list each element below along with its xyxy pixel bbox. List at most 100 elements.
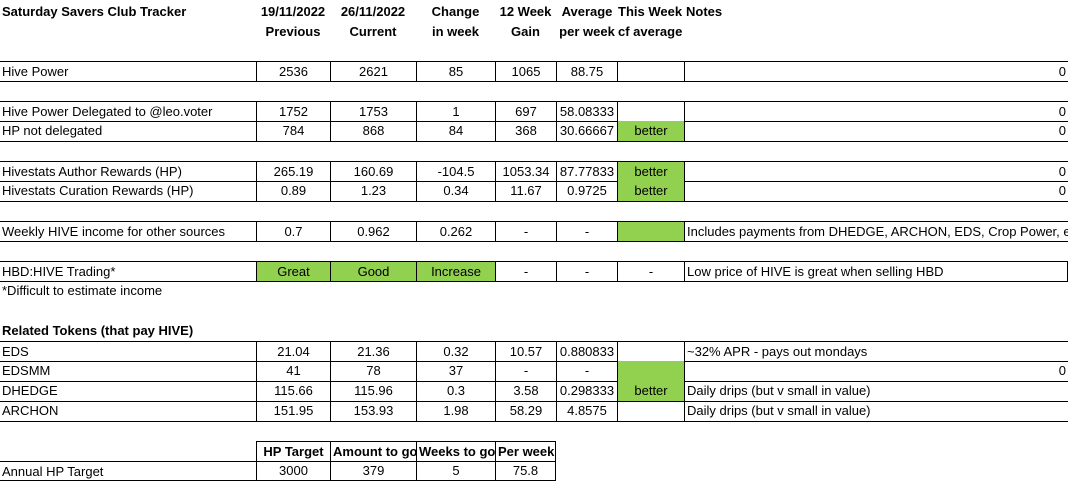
cell-curr[interactable]: 21.36 bbox=[330, 341, 416, 362]
cell-gain[interactable]: 368 bbox=[495, 121, 556, 142]
cell-tail[interactable] bbox=[984, 401, 1068, 422]
header-cf-average[interactable]: cf average bbox=[618, 24, 683, 39]
row-label-hp-delegated[interactable]: Hive Power Delegated to @leo.voter bbox=[0, 101, 256, 122]
cell-notes[interactable] bbox=[684, 181, 984, 202]
cell-change[interactable]: 37 bbox=[416, 361, 495, 382]
cell-cf-better[interactable]: better bbox=[617, 161, 684, 182]
cell-notes[interactable] bbox=[684, 101, 984, 122]
cell-notes[interactable] bbox=[684, 121, 984, 142]
cell-tail[interactable] bbox=[984, 381, 1068, 402]
cell-cf[interactable] bbox=[617, 401, 684, 422]
cell-gain[interactable]: - bbox=[495, 221, 556, 242]
cell-cf-better[interactable]: better bbox=[617, 121, 684, 142]
cell-prev[interactable]: 115.66 bbox=[256, 381, 330, 402]
cell-prev[interactable]: 21.04 bbox=[256, 341, 330, 362]
cell-avg[interactable]: 88.75 bbox=[556, 61, 617, 82]
cell-change[interactable]: 1 bbox=[416, 101, 495, 122]
row-label-hbd-trading[interactable]: HBD:HIVE Trading* bbox=[0, 261, 256, 282]
cell-cf[interactable] bbox=[617, 61, 684, 82]
header-gain[interactable]: 12 Week bbox=[499, 4, 552, 19]
cell-avg[interactable]: 0.298333 bbox=[556, 381, 617, 402]
cell-prev[interactable]: 1752 bbox=[256, 101, 330, 122]
row-label-edsmm[interactable]: EDSMM bbox=[0, 361, 256, 382]
cell-cf-highlight[interactable] bbox=[617, 361, 684, 382]
cell-gain[interactable]: 1053.34 bbox=[495, 161, 556, 182]
cell-curr[interactable]: 1.23 bbox=[330, 181, 416, 202]
cell-per-week[interactable]: 75.8 bbox=[495, 461, 556, 481]
header-in-week[interactable]: in week bbox=[432, 24, 479, 39]
cell-change[interactable]: 0.3 bbox=[416, 381, 495, 402]
row-label-eds[interactable]: EDS bbox=[0, 341, 256, 362]
cell-cf-better[interactable]: better bbox=[617, 181, 684, 202]
cell-change[interactable]: 85 bbox=[416, 61, 495, 82]
header-curr-date[interactable]: 26/11/2022 bbox=[340, 4, 406, 19]
cell-curr[interactable]: 78 bbox=[330, 361, 416, 382]
cell-change[interactable]: 0.34 bbox=[416, 181, 495, 202]
header-prev-date[interactable]: 19/11/2022 bbox=[260, 4, 326, 19]
cell-change[interactable]: 84 bbox=[416, 121, 495, 142]
cell-prev[interactable]: 0.89 bbox=[256, 181, 330, 202]
tracker-title[interactable]: Saturday Savers Club Tracker bbox=[2, 4, 187, 19]
cell-curr[interactable]: 868 bbox=[330, 121, 416, 142]
cell-curr[interactable]: 153.93 bbox=[330, 401, 416, 422]
cell-tail[interactable]: 0 bbox=[984, 161, 1068, 182]
header-change[interactable]: Change bbox=[431, 4, 480, 19]
row-label-archon[interactable]: ARCHON bbox=[0, 401, 256, 422]
cell-tail[interactable]: 0 bbox=[984, 361, 1068, 382]
cell-tail[interactable]: 0 bbox=[984, 61, 1068, 82]
cell-cf-better[interactable]: better bbox=[617, 381, 684, 402]
cell-avg[interactable]: - bbox=[556, 261, 617, 282]
target-header-hp-target[interactable]: HP Target bbox=[256, 441, 330, 462]
row-label-curation-rewards[interactable]: Hivestats Curation Rewards (HP) bbox=[0, 181, 256, 202]
cell-change-highlight[interactable]: Increase bbox=[416, 261, 495, 282]
cell-cf[interactable] bbox=[617, 341, 684, 362]
cell-prev[interactable]: 265.19 bbox=[256, 161, 330, 182]
cell-prev[interactable]: 784 bbox=[256, 121, 330, 142]
cell-avg[interactable]: - bbox=[556, 361, 617, 382]
cell-gain[interactable]: 3.58 bbox=[495, 381, 556, 402]
cell-change[interactable]: 0.262 bbox=[416, 221, 495, 242]
row-label-annual-hp-target[interactable]: Annual HP Target bbox=[0, 461, 256, 481]
cell-change[interactable]: 0.32 bbox=[416, 341, 495, 362]
section-heading-related-tokens[interactable]: Related Tokens (that pay HIVE) bbox=[2, 323, 194, 338]
cell-cf[interactable]: - bbox=[617, 261, 684, 282]
cell-prev[interactable]: 0.7 bbox=[256, 221, 330, 242]
cell-curr[interactable]: 2621 bbox=[330, 61, 416, 82]
cell-change[interactable]: -104.5 bbox=[416, 161, 495, 182]
cell-prev[interactable]: 2536 bbox=[256, 61, 330, 82]
header-gain-2[interactable]: Gain bbox=[511, 24, 540, 39]
cell-curr[interactable]: 160.69 bbox=[330, 161, 416, 182]
target-header-amount[interactable]: Amount to go bbox=[330, 441, 417, 462]
cell-gain[interactable]: 1065 bbox=[495, 61, 556, 82]
header-per-week[interactable]: per week bbox=[559, 24, 615, 39]
cell-avg[interactable]: 0.880833 bbox=[556, 341, 617, 362]
row-label-dhedge[interactable]: DHEDGE bbox=[0, 381, 256, 402]
cell-curr-highlight[interactable]: Good bbox=[330, 261, 416, 282]
header-previous[interactable]: Previous bbox=[265, 24, 321, 39]
row-label-author-rewards[interactable]: Hivestats Author Rewards (HP) bbox=[0, 161, 256, 182]
cell-tail[interactable] bbox=[984, 341, 1068, 362]
cell-tail[interactable]: 0 bbox=[984, 181, 1068, 202]
header-notes[interactable]: Notes bbox=[686, 4, 723, 19]
cell-notes[interactable] bbox=[684, 61, 984, 82]
cell-avg[interactable]: 58.08333 bbox=[556, 101, 617, 122]
row-label-hive-power[interactable]: Hive Power bbox=[0, 61, 256, 82]
cell-curr[interactable]: 115.96 bbox=[330, 381, 416, 402]
cell-avg[interactable]: 30.66667 bbox=[556, 121, 617, 142]
row-label-weekly-income[interactable]: Weekly HIVE income for other sources bbox=[0, 221, 256, 242]
cell-gain[interactable]: 58.29 bbox=[495, 401, 556, 422]
cell-notes[interactable]: Includes payments from DHEDGE, ARCHON, E… bbox=[684, 221, 1068, 242]
cell-avg[interactable]: 0.9725 bbox=[556, 181, 617, 202]
cell-avg[interactable]: 87.77833 bbox=[556, 161, 617, 182]
cell-notes[interactable]: Daily drips (but v small in value) bbox=[684, 381, 984, 402]
header-this-week[interactable]: This Week bbox=[618, 4, 683, 19]
cell-tail[interactable]: 0 bbox=[984, 101, 1068, 122]
target-header-per-week[interactable]: Per week bbox=[495, 441, 556, 462]
header-average[interactable]: Average bbox=[561, 4, 613, 19]
cell-avg[interactable]: 4.8575 bbox=[556, 401, 617, 422]
cell-avg[interactable]: - bbox=[556, 221, 617, 242]
cell-prev[interactable]: 41 bbox=[256, 361, 330, 382]
cell-prev[interactable]: 151.95 bbox=[256, 401, 330, 422]
header-current[interactable]: Current bbox=[349, 24, 397, 39]
cell-gain[interactable]: 10.57 bbox=[495, 341, 556, 362]
